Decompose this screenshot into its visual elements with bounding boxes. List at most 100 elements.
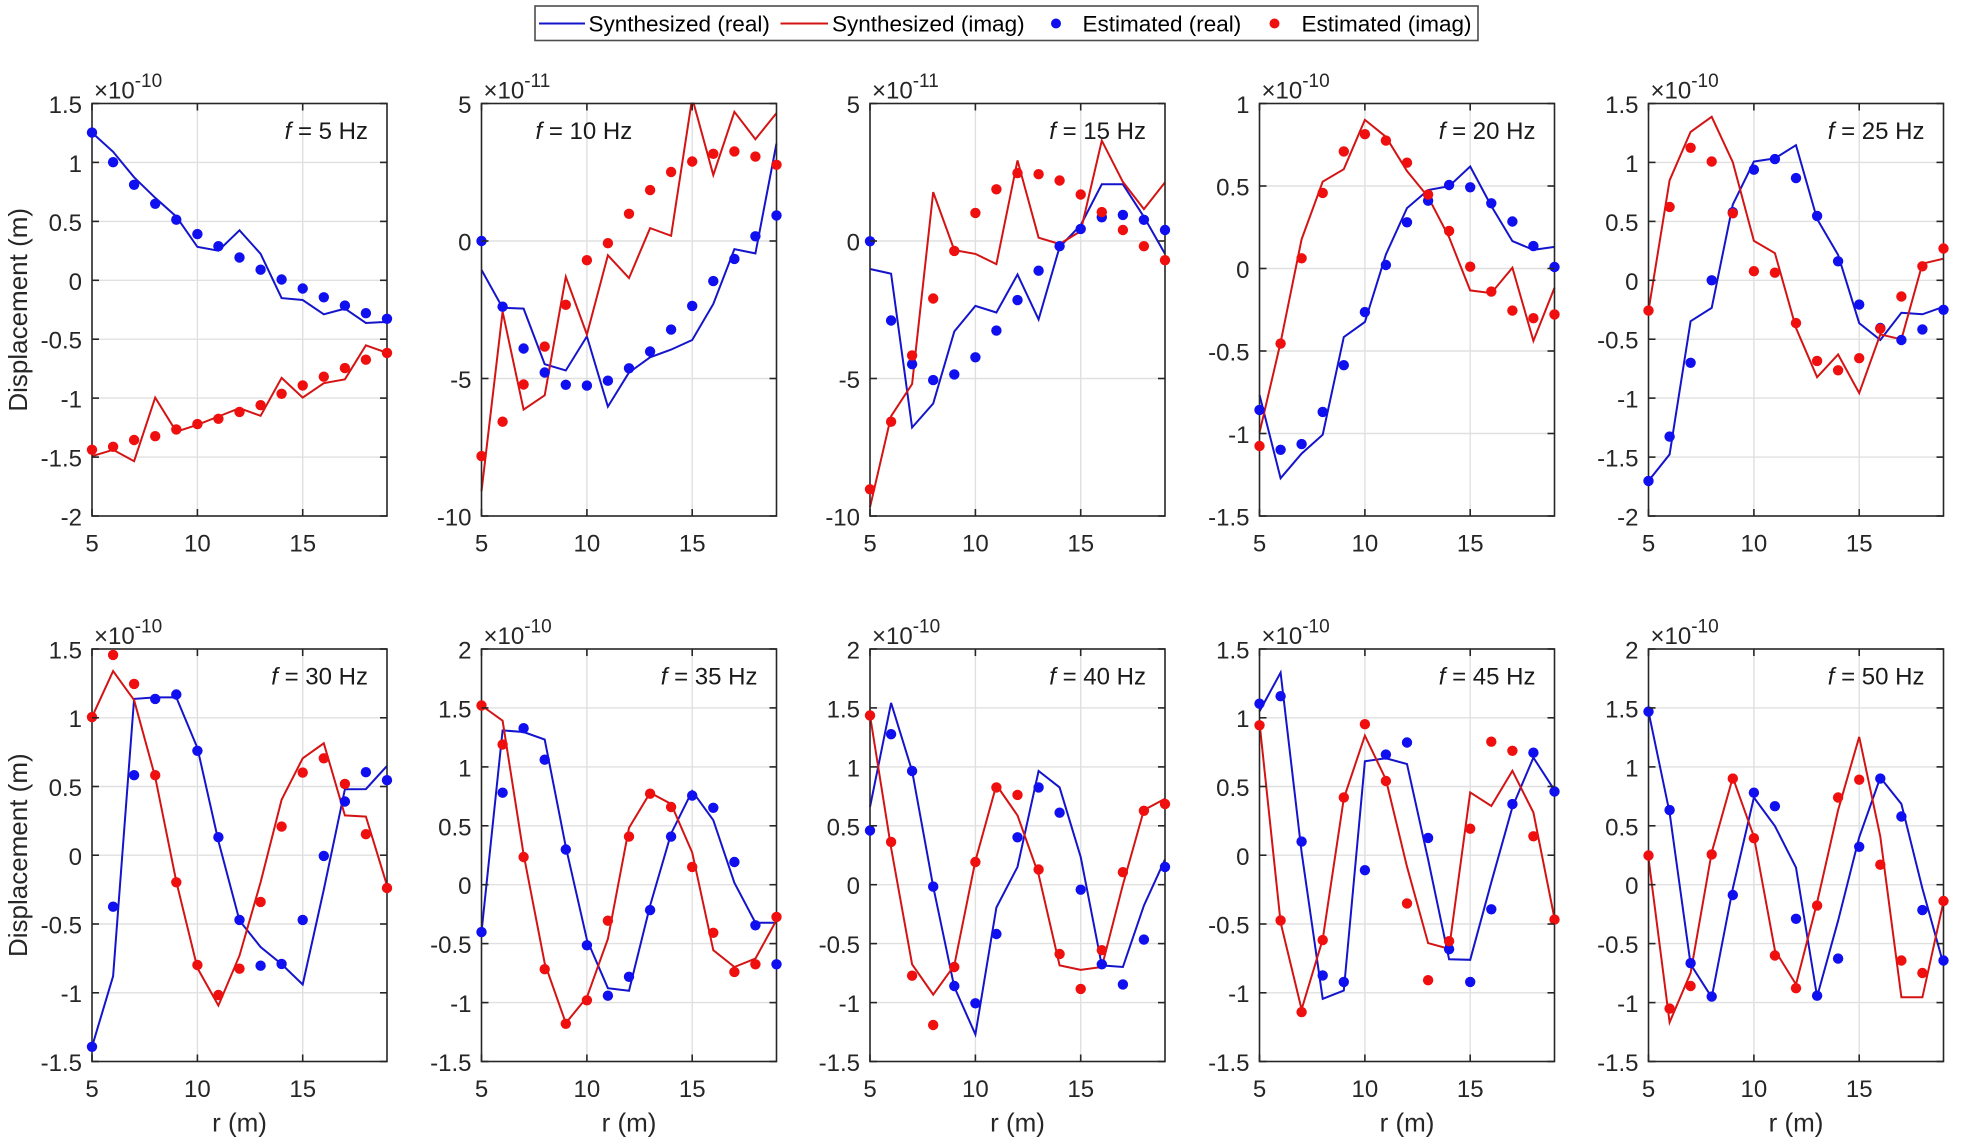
svg-text:×10-10: ×10-10 — [94, 617, 162, 651]
svg-text:0.5: 0.5 — [1605, 210, 1638, 237]
svg-text:5: 5 — [1253, 1076, 1266, 1103]
svg-text:-1.5: -1.5 — [1597, 1050, 1638, 1077]
svg-text:5: 5 — [1253, 531, 1266, 558]
svg-text:5: 5 — [85, 531, 98, 558]
svg-text:15: 15 — [679, 1076, 706, 1103]
svg-text:×10-10: ×10-10 — [1651, 71, 1719, 105]
svg-text:10: 10 — [184, 531, 211, 558]
svg-text:0: 0 — [1236, 257, 1249, 284]
svg-text:f = 35 Hz: f = 35 Hz — [661, 664, 758, 691]
svg-text:1.5: 1.5 — [1216, 638, 1249, 665]
svg-text:r (m): r (m) — [1769, 1108, 1824, 1138]
svg-text:0.5: 0.5 — [1216, 175, 1249, 202]
svg-text:0: 0 — [847, 873, 860, 900]
svg-text:Displacement (m): Displacement (m) — [3, 208, 33, 412]
svg-text:-1.5: -1.5 — [1597, 446, 1638, 473]
svg-text:5: 5 — [1642, 531, 1655, 558]
svg-text:15: 15 — [1846, 1076, 1873, 1103]
svg-text:10: 10 — [184, 1076, 211, 1103]
svg-text:-1.5: -1.5 — [430, 1050, 471, 1077]
svg-text:-0.5: -0.5 — [1597, 932, 1638, 959]
svg-text:1.5: 1.5 — [1605, 696, 1638, 723]
svg-text:0.5: 0.5 — [1216, 775, 1249, 802]
svg-text:1.5: 1.5 — [438, 696, 471, 723]
svg-text:1: 1 — [69, 706, 82, 733]
svg-text:10: 10 — [1741, 1076, 1768, 1103]
svg-text:-2: -2 — [61, 505, 82, 532]
svg-text:5: 5 — [863, 531, 876, 558]
svg-text:0.5: 0.5 — [1605, 814, 1638, 841]
svg-text:1: 1 — [1625, 755, 1638, 782]
svg-text:0: 0 — [458, 230, 471, 257]
svg-text:0: 0 — [1625, 269, 1638, 296]
svg-text:f = 20 Hz: f = 20 Hz — [1439, 118, 1536, 145]
svg-text:Synthesized (real): Synthesized (real) — [589, 12, 770, 37]
svg-text:5: 5 — [475, 1076, 488, 1103]
svg-text:-0.5: -0.5 — [1597, 328, 1638, 355]
svg-text:0.5: 0.5 — [827, 814, 860, 841]
svg-text:-0.5: -0.5 — [819, 932, 860, 959]
svg-text:-1.5: -1.5 — [41, 1050, 82, 1077]
svg-text:10: 10 — [1352, 531, 1379, 558]
svg-text:r (m): r (m) — [990, 1108, 1045, 1138]
svg-text:f = 50 Hz: f = 50 Hz — [1828, 664, 1925, 691]
svg-text:15: 15 — [289, 531, 316, 558]
svg-text:0.5: 0.5 — [49, 210, 82, 237]
svg-text:2: 2 — [1625, 638, 1638, 665]
svg-text:Synthesized (imag): Synthesized (imag) — [832, 12, 1025, 37]
svg-text:r (m): r (m) — [1380, 1108, 1435, 1138]
svg-text:r (m): r (m) — [212, 1108, 267, 1138]
svg-text:-10: -10 — [437, 505, 472, 532]
svg-text:1: 1 — [1625, 151, 1638, 178]
svg-text:-10: -10 — [825, 505, 860, 532]
svg-text:0: 0 — [69, 269, 82, 296]
svg-text:-1.5: -1.5 — [41, 446, 82, 473]
svg-text:-5: -5 — [839, 367, 860, 394]
svg-text:1.5: 1.5 — [827, 696, 860, 723]
svg-text:1: 1 — [458, 755, 471, 782]
svg-text:-0.5: -0.5 — [41, 913, 82, 940]
svg-text:-2: -2 — [1617, 505, 1638, 532]
svg-text:10: 10 — [962, 1076, 989, 1103]
svg-text:×10-10: ×10-10 — [94, 71, 162, 105]
svg-text:15: 15 — [289, 1076, 316, 1103]
svg-text:-1: -1 — [839, 991, 860, 1018]
svg-text:15: 15 — [1457, 531, 1484, 558]
svg-text:-1: -1 — [61, 981, 82, 1008]
svg-text:-1: -1 — [61, 387, 82, 414]
svg-text:1: 1 — [69, 151, 82, 178]
svg-text:r (m): r (m) — [602, 1108, 657, 1138]
svg-text:f = 15 Hz: f = 15 Hz — [1049, 118, 1146, 145]
svg-text:0: 0 — [1625, 873, 1638, 900]
svg-text:0: 0 — [69, 844, 82, 871]
svg-text:f = 10 Hz: f = 10 Hz — [536, 118, 633, 145]
svg-text:-1.5: -1.5 — [1208, 1050, 1249, 1077]
svg-text:f = 5 Hz: f = 5 Hz — [285, 118, 368, 145]
svg-text:1.5: 1.5 — [1605, 92, 1638, 119]
svg-text:-0.5: -0.5 — [430, 932, 471, 959]
svg-text:0.5: 0.5 — [438, 814, 471, 841]
svg-text:10: 10 — [574, 531, 601, 558]
svg-text:-1: -1 — [450, 991, 471, 1018]
svg-text:15: 15 — [1846, 531, 1873, 558]
svg-text:-1: -1 — [1228, 981, 1249, 1008]
svg-text:-1.5: -1.5 — [819, 1050, 860, 1077]
svg-text:5: 5 — [85, 1076, 98, 1103]
svg-text:Estimated (real): Estimated (real) — [1083, 12, 1242, 37]
svg-text:15: 15 — [1067, 1076, 1094, 1103]
svg-text:Estimated (imag): Estimated (imag) — [1302, 12, 1472, 37]
svg-text:-1: -1 — [1617, 387, 1638, 414]
svg-text:10: 10 — [1352, 1076, 1379, 1103]
svg-text:15: 15 — [1457, 1076, 1484, 1103]
svg-text:10: 10 — [574, 1076, 601, 1103]
svg-text:-1: -1 — [1617, 991, 1638, 1018]
svg-text:Displacement (m): Displacement (m) — [3, 753, 33, 957]
svg-text:1: 1 — [1236, 706, 1249, 733]
svg-text:f = 25 Hz: f = 25 Hz — [1828, 118, 1925, 145]
svg-text:0: 0 — [1236, 844, 1249, 871]
svg-text:f = 30 Hz: f = 30 Hz — [271, 664, 368, 691]
svg-text:-1: -1 — [1228, 422, 1249, 449]
svg-text:15: 15 — [679, 531, 706, 558]
svg-text:f = 45 Hz: f = 45 Hz — [1439, 664, 1536, 691]
svg-text:f = 40 Hz: f = 40 Hz — [1049, 664, 1146, 691]
